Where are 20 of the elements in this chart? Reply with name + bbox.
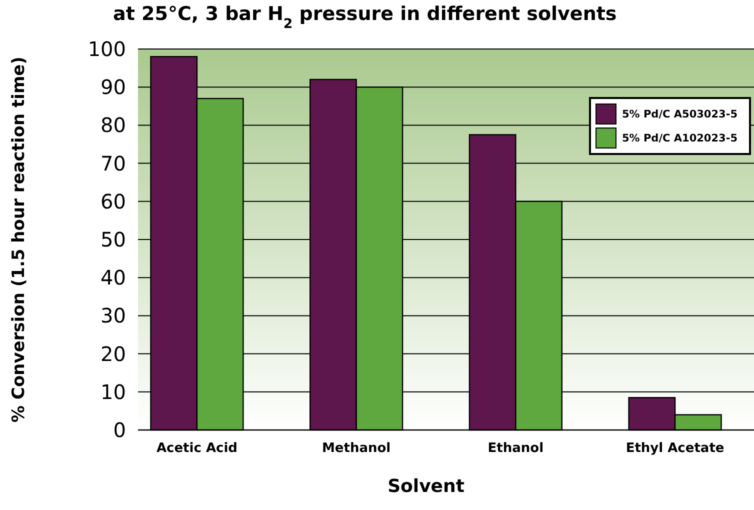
x-tick-label: Ethyl Acetate xyxy=(626,441,724,456)
x-tick-label: Methanol xyxy=(322,441,391,456)
legend-label: 5% Pd/C A102023-5 xyxy=(622,132,738,145)
y-tick-label: 50 xyxy=(100,228,126,252)
y-tick-label: 10 xyxy=(100,380,126,404)
y-tick-label: 70 xyxy=(100,151,126,176)
legend-label: 5% Pd/C A503023-5 xyxy=(622,108,738,121)
x-tick-label: Ethanol xyxy=(488,441,544,456)
y-tick-label: 30 xyxy=(100,304,126,328)
y-tick-label: 0 xyxy=(113,418,126,442)
y-tick-label: 40 xyxy=(100,266,126,290)
y-tick-label: 80 xyxy=(100,113,126,138)
chart-title: at 25°C, 3 bar H$_{2}$ pressure in different solvents xyxy=(113,3,617,32)
x-axis-title: Solvent xyxy=(388,476,465,497)
y-tick-label: 100 xyxy=(88,37,126,61)
y-tick-label: 20 xyxy=(100,342,126,366)
x-tick-label: Acetic Acid xyxy=(156,441,238,456)
y-tick-label: 60 xyxy=(100,189,126,214)
y-axis-title: % Conversion (1.5 hour reaction time) xyxy=(9,56,29,422)
y-tick-label: 90 xyxy=(100,75,126,100)
